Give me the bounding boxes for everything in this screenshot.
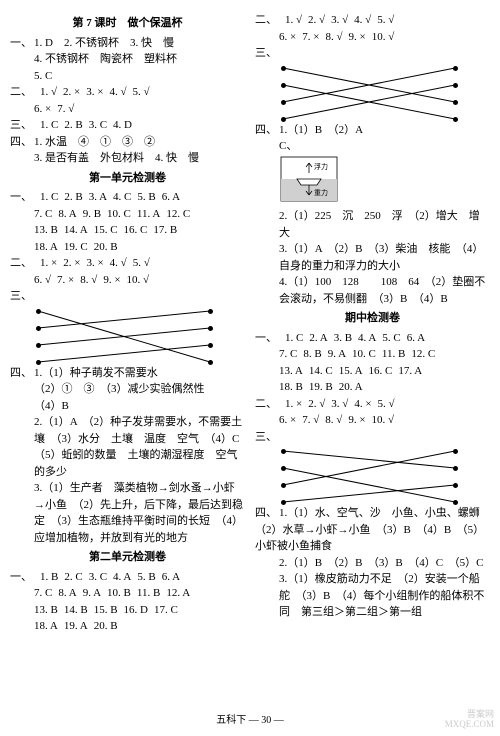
u2-sec1: 一、1. B2. C3. C4. A5. B6. A 7. C8. A9. A1…: [10, 569, 245, 635]
sec-lead: 四、: [10, 365, 34, 382]
midterm-title: 期中检测卷: [255, 310, 490, 327]
unit2-title: 第二单元检测卷: [10, 549, 245, 566]
match-diagram: [279, 445, 490, 505]
u1-sec4: 四、1.（1）种子萌发不需要水 （2）① ③ （3）减少实验偶然性 （4）B 2…: [10, 365, 245, 547]
boat-diagram: 浮力 重力: [279, 155, 339, 203]
unit1-title: 第一单元检测卷: [10, 170, 245, 187]
sec-lead: 二、: [255, 396, 279, 413]
l7-sec2: 二、1. √2. ×3. ×4. √5. √ 6. ×7. √: [10, 84, 245, 117]
buoyancy-label: 浮力: [314, 162, 328, 171]
watermark: 晋案网 MXQE.COM: [445, 710, 494, 730]
page-footer: 五科下 — 30 —: [0, 713, 500, 728]
r-sec4: 四、1.（1）B （2）A C、 浮力 重力 2.（1）225 沉 250 浮 …: [255, 122, 490, 308]
u1-sec2: 二、1. ×2. ×3. ×4. √5. √ 6. √7. ×8. √9. ×1…: [10, 255, 245, 288]
sec-lead: 三、: [255, 45, 279, 62]
l7-sec1: 一、1. D 2. 不锈钢杯 3. 快 慢 4. 不锈钢杯 陶瓷杯 塑料杯 5.…: [10, 35, 245, 85]
sec-lead: 三、: [10, 288, 34, 305]
left-column: 第 7 课时 做个保温杯 一、1. D 2. 不锈钢杯 3. 快 慢 4. 不锈…: [10, 12, 245, 635]
sec-lead: 四、: [255, 122, 279, 139]
sec-lead: 三、: [10, 117, 34, 134]
mid-sec1: 一、1. C2. A3. B4. A5. C6. A 7. C8. B9. A1…: [255, 330, 490, 396]
sec-lead: 一、: [10, 569, 34, 586]
right-column: 二、1. √2. √3. √4. √5. √ 6. ×7. ×8. √9. ×1…: [255, 12, 490, 635]
mid-sec2: 二、1. ×2. √3. √4. ×5. √ 6. ×7. √8. √9. ×1…: [255, 396, 490, 429]
sec-lead: 一、: [255, 330, 279, 347]
u1-sec3: 三、: [10, 288, 245, 365]
gravity-label: 重力: [314, 188, 328, 197]
r-sec3: 三、: [255, 45, 490, 122]
r-sec2: 二、1. √2. √3. √4. √5. √ 6. ×7. ×8. √9. ×1…: [255, 12, 490, 45]
l7-sec4: 四、1. 水温 ④ ① ③ ② 3. 是否有盖 外包材料 4. 快 慢: [10, 134, 245, 167]
lesson7-title: 第 7 课时 做个保温杯: [10, 15, 245, 32]
l7-sec3: 三、1. C2. B3. C4. D: [10, 117, 245, 134]
sec-lead: 二、: [10, 84, 34, 101]
match-diagram: [34, 305, 245, 365]
mid-sec4: 四、1.（1）水、空气、沙 小鱼、小虫、螺蛳 （2）水草→小虾→小鱼 （3）B …: [255, 505, 490, 621]
sec-lead: 二、: [255, 12, 279, 29]
match-diagram: [279, 62, 490, 122]
sec-lead: 四、: [255, 505, 279, 522]
sec-lead: 三、: [255, 429, 279, 446]
u1-sec1: 一、1. C2. B3. A4. C5. B6. A 7. C8. A9. B1…: [10, 189, 245, 255]
sec-lead: 四、: [10, 134, 34, 151]
sec-lead: 一、: [10, 35, 34, 52]
sec-lead: 二、: [10, 255, 34, 272]
mid-sec3: 三、: [255, 429, 490, 506]
sec-lead: 一、: [10, 189, 34, 206]
